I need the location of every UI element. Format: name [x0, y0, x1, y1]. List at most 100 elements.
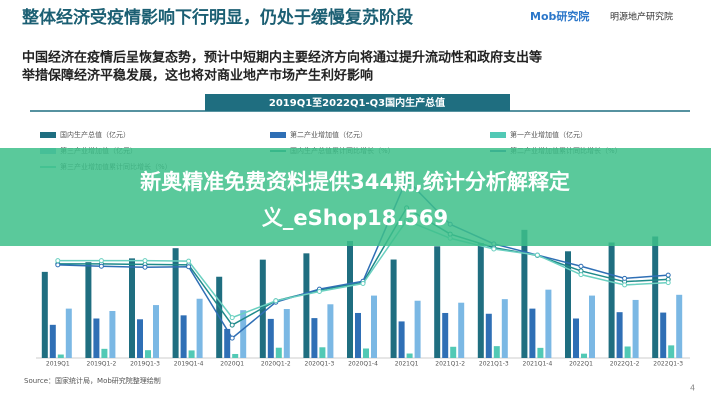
bar	[49, 324, 56, 358]
chart-title: 2019Q1至2022Q1-Q3国内生产总值	[269, 96, 445, 109]
bar	[529, 308, 536, 358]
x-tick-label: 2022Q1	[569, 361, 593, 368]
subtitle: 中国经济在疫情后呈恢复态势，预计中短期内主要经济方向将通过提升流动性和政府支出等	[22, 50, 542, 66]
point	[316, 288, 322, 294]
point	[665, 272, 671, 278]
bar	[93, 318, 100, 358]
bar	[224, 328, 231, 358]
bar	[363, 348, 369, 358]
legend-label: 第二产业增加值（亿元）	[290, 130, 367, 139]
bar	[458, 302, 465, 358]
bar	[581, 353, 587, 358]
bar	[65, 308, 72, 358]
bar	[608, 242, 615, 358]
legend-label: 第一产业增加值（亿元）	[510, 130, 587, 139]
title: 整体经济受疫情影响下行明显，仍处于缓慢复苏阶段	[22, 7, 413, 28]
chart-title-bg	[205, 94, 510, 111]
bar	[450, 346, 457, 358]
x-tick-label: 2022Q1-2	[610, 361, 640, 368]
point	[229, 315, 235, 321]
point	[55, 262, 61, 268]
point	[98, 263, 104, 269]
bar	[521, 229, 528, 358]
bar	[85, 262, 92, 358]
x-tick-label: 2021Q1-2	[435, 361, 465, 368]
bar	[232, 353, 239, 358]
point	[273, 298, 279, 304]
bar	[573, 318, 579, 358]
bar	[153, 305, 159, 358]
bar	[390, 259, 397, 358]
legend-label: 国内生产总值（亿元）	[60, 130, 130, 139]
point	[186, 258, 192, 264]
bar	[537, 347, 544, 358]
bar	[485, 313, 492, 358]
legend-swatch	[270, 132, 286, 138]
x-tick-label: 2020Q1-2	[261, 361, 291, 368]
logo: 明源地产研究院	[610, 11, 673, 23]
bar	[311, 318, 318, 358]
point	[622, 282, 628, 288]
point	[665, 280, 671, 286]
logo: Mob研究院	[530, 9, 589, 23]
x-tick-label: 2019Q1-2	[87, 361, 117, 368]
overlay-band	[0, 148, 711, 246]
point	[622, 275, 628, 281]
bar	[371, 295, 377, 358]
bar	[545, 289, 552, 358]
bar	[565, 251, 571, 358]
bar	[283, 309, 290, 358]
bar	[57, 354, 64, 358]
bar	[501, 299, 508, 358]
bar	[652, 236, 659, 358]
bar	[632, 299, 639, 358]
bar	[414, 300, 421, 358]
bar	[327, 304, 334, 358]
point	[142, 264, 148, 270]
point	[491, 246, 497, 252]
bar	[240, 310, 247, 358]
point	[229, 335, 235, 341]
bar	[41, 271, 48, 358]
overlay-text: 义_eShop18.569	[262, 206, 448, 230]
bar	[624, 346, 631, 358]
bar	[660, 312, 667, 358]
bar	[355, 312, 361, 358]
x-tick-label: 2020Q1	[220, 361, 244, 368]
bar	[145, 350, 151, 358]
bar	[172, 248, 179, 358]
bar	[137, 319, 143, 358]
x-tick-label: 2021Q1	[395, 361, 419, 368]
source: Source：国家统计局，Mob研究院整理绘制	[24, 376, 161, 385]
point	[360, 281, 366, 287]
bar	[477, 243, 484, 358]
bar	[196, 298, 203, 358]
x-tick-label: 2019Q1-3	[130, 361, 160, 368]
bar	[101, 348, 108, 358]
bar	[668, 345, 675, 358]
legend-swatch	[40, 132, 56, 138]
bar	[493, 346, 500, 358]
x-tick-label: 2020Q1-3	[305, 361, 335, 368]
point	[186, 264, 192, 270]
bar	[398, 321, 405, 358]
bar	[188, 350, 195, 358]
bar	[180, 315, 187, 358]
point	[578, 272, 584, 278]
point	[229, 322, 235, 328]
bar	[267, 318, 274, 358]
bar	[319, 347, 326, 358]
x-tick-label: 2019Q1-4	[174, 361, 204, 368]
bar	[434, 246, 441, 358]
bar	[676, 294, 683, 358]
bar	[109, 310, 116, 358]
bar	[129, 258, 135, 358]
x-tick-label: 2022Q1-3	[653, 361, 683, 368]
point	[142, 258, 148, 264]
point	[98, 258, 104, 264]
x-tick-label: 2021Q1-3	[479, 361, 509, 368]
x-tick-label: 2019Q1	[46, 361, 70, 368]
overlay-text: 新奥精准免费资料提供344期,统计分析解释定	[140, 170, 570, 194]
x-tick-label: 2021Q1-4	[523, 361, 553, 368]
